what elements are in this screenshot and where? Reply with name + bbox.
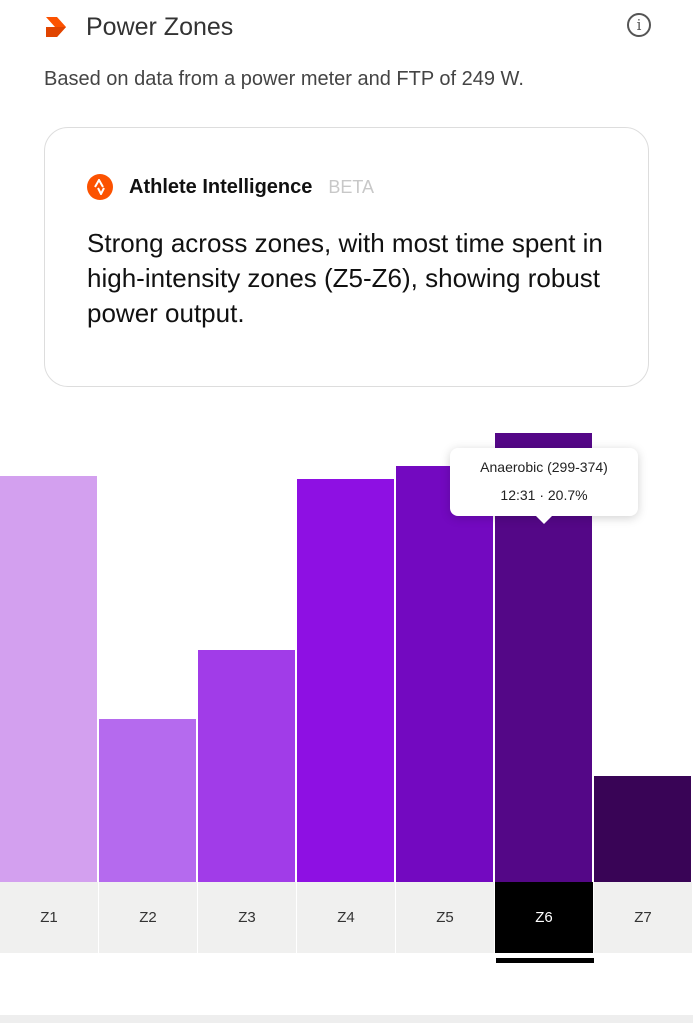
brand-label: Athlete Intelligence xyxy=(129,175,313,198)
header: Power Zones xyxy=(44,10,653,44)
athlete-intelligence-card: Athlete Intelligence BETA Strong across … xyxy=(44,127,649,387)
athlete-intelligence-icon xyxy=(87,174,113,200)
page-title: Power Zones xyxy=(86,12,234,41)
zone-bar-z4[interactable] xyxy=(297,478,394,882)
info-icon[interactable]: i xyxy=(627,13,651,37)
insight-message: Strong across zones, with most time spen… xyxy=(87,228,603,328)
selected-zone-indicator xyxy=(496,958,594,963)
subtitle: Based on data from a power meter and FTP… xyxy=(44,68,524,90)
zone-bar-z2[interactable] xyxy=(99,719,196,882)
beta-badge: BETA xyxy=(328,176,375,197)
zone-tab-z4[interactable]: Z4 xyxy=(297,882,396,953)
zone-tab-z1[interactable]: Z1 xyxy=(0,882,99,953)
tooltip-title: Anaerobic (299-374) xyxy=(480,459,608,475)
zone-tab-z2[interactable]: Z2 xyxy=(99,882,198,953)
zone-tab-z6[interactable]: Z6 xyxy=(495,882,594,953)
zone-bar-z7[interactable] xyxy=(594,775,691,882)
zone-tooltip: Anaerobic (299-374) 12:31 · 20.7% xyxy=(450,448,638,524)
power-zone-chart xyxy=(0,420,693,882)
zone-tab-z3[interactable]: Z3 xyxy=(198,882,297,953)
zone-labels: Z1 Z2 Z3 Z4 Z5 Z6 Z7 xyxy=(0,882,693,953)
zone-tab-z5[interactable]: Z5 xyxy=(396,882,495,953)
zone-bar-z1[interactable] xyxy=(0,476,97,882)
tooltip-detail: 12:31 · 20.7% xyxy=(500,487,588,503)
strava-chevron-icon xyxy=(46,17,66,37)
zone-bar-z5[interactable] xyxy=(396,465,493,882)
zone-tab-z7[interactable]: Z7 xyxy=(594,882,693,953)
zone-bar-z3[interactable] xyxy=(198,649,295,882)
footer-divider xyxy=(0,1015,693,1023)
